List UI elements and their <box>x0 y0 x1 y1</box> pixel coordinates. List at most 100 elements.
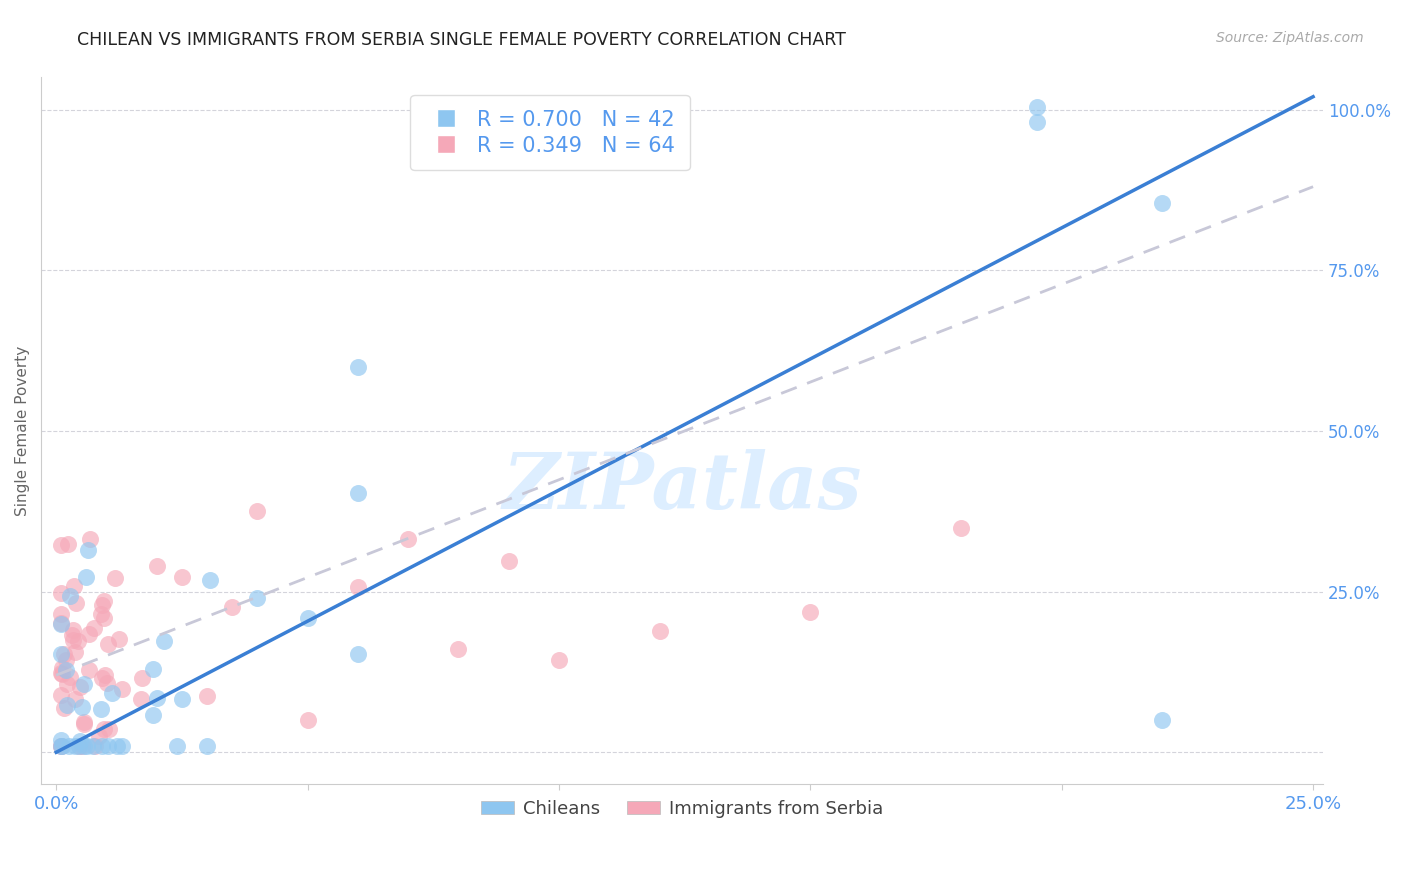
Point <box>51 617 73 632</box>
Point <box>67 634 90 648</box>
Point <box>347 359 370 374</box>
Point <box>648 624 671 638</box>
Point <box>62 623 84 637</box>
Point <box>51 665 73 680</box>
Point <box>75 570 97 584</box>
Point <box>73 714 96 729</box>
Point <box>297 713 319 727</box>
Point <box>111 739 134 753</box>
Point <box>93 611 115 625</box>
Point <box>93 594 115 608</box>
Point <box>142 662 165 676</box>
Point <box>51 739 73 753</box>
Point <box>51 733 73 747</box>
Point <box>77 626 100 640</box>
Point <box>129 692 152 706</box>
Point <box>58 739 80 753</box>
Point <box>90 702 112 716</box>
Point <box>195 739 218 753</box>
Point <box>70 739 93 753</box>
Point <box>65 596 87 610</box>
Point <box>70 700 93 714</box>
Point <box>145 691 167 706</box>
Point <box>63 645 86 659</box>
Point <box>1152 196 1174 211</box>
Point <box>131 671 153 685</box>
Point <box>62 633 84 648</box>
Point <box>67 739 90 753</box>
Point <box>221 599 243 614</box>
Point <box>91 598 114 612</box>
Point <box>195 690 218 704</box>
Point <box>56 537 79 551</box>
Point <box>97 739 120 753</box>
Point <box>447 642 470 657</box>
Point <box>51 666 73 681</box>
Text: CHILEAN VS IMMIGRANTS FROM SERBIA SINGLE FEMALE POVERTY CORRELATION CHART: CHILEAN VS IMMIGRANTS FROM SERBIA SINGLE… <box>77 31 846 49</box>
Point <box>51 586 73 600</box>
Point <box>1025 115 1047 129</box>
Point <box>63 692 86 706</box>
Point <box>60 627 83 641</box>
Point <box>51 647 73 661</box>
Point <box>51 688 73 702</box>
Point <box>51 607 73 622</box>
Point <box>77 542 100 557</box>
Point <box>55 652 77 666</box>
Point <box>347 580 370 594</box>
Text: ZIPatlas: ZIPatlas <box>502 450 862 525</box>
Point <box>73 677 96 691</box>
Point <box>105 739 128 753</box>
Point <box>69 680 91 694</box>
Point <box>950 521 973 535</box>
Point <box>153 633 176 648</box>
Point <box>166 739 188 753</box>
Point <box>96 676 118 690</box>
Point <box>51 739 73 753</box>
Point <box>170 570 193 584</box>
Point <box>246 591 269 605</box>
Point <box>145 558 167 573</box>
Point <box>79 533 101 547</box>
Point <box>51 739 73 753</box>
Point <box>59 589 82 603</box>
Point <box>97 637 120 651</box>
Point <box>101 685 124 699</box>
Point <box>198 573 221 587</box>
Point <box>142 708 165 723</box>
Legend: Chileans, Immigrants from Serbia: Chileans, Immigrants from Serbia <box>474 792 890 825</box>
Point <box>83 621 105 635</box>
Point <box>51 739 73 753</box>
Point <box>498 553 520 567</box>
Point <box>65 739 87 753</box>
Point <box>58 670 80 684</box>
Point <box>73 717 96 731</box>
Point <box>90 739 112 753</box>
Point <box>90 671 112 685</box>
Point <box>77 663 100 677</box>
Point <box>111 682 134 697</box>
Point <box>94 667 117 681</box>
Point <box>104 571 127 585</box>
Point <box>297 611 319 625</box>
Point <box>93 722 115 736</box>
Point <box>51 616 73 631</box>
Point <box>76 739 98 753</box>
Point <box>1025 100 1047 114</box>
Point <box>55 698 77 712</box>
Point <box>55 663 77 677</box>
Point <box>63 579 86 593</box>
Point <box>52 647 75 661</box>
Point <box>799 605 821 619</box>
Text: Source: ZipAtlas.com: Source: ZipAtlas.com <box>1216 31 1364 45</box>
Point <box>84 739 107 753</box>
Y-axis label: Single Female Poverty: Single Female Poverty <box>15 346 30 516</box>
Point <box>73 739 96 753</box>
Point <box>347 647 370 661</box>
Point <box>108 632 131 647</box>
Point <box>98 722 121 736</box>
Point <box>82 739 104 753</box>
Point <box>170 692 193 706</box>
Point <box>90 607 112 621</box>
Point <box>67 739 90 753</box>
